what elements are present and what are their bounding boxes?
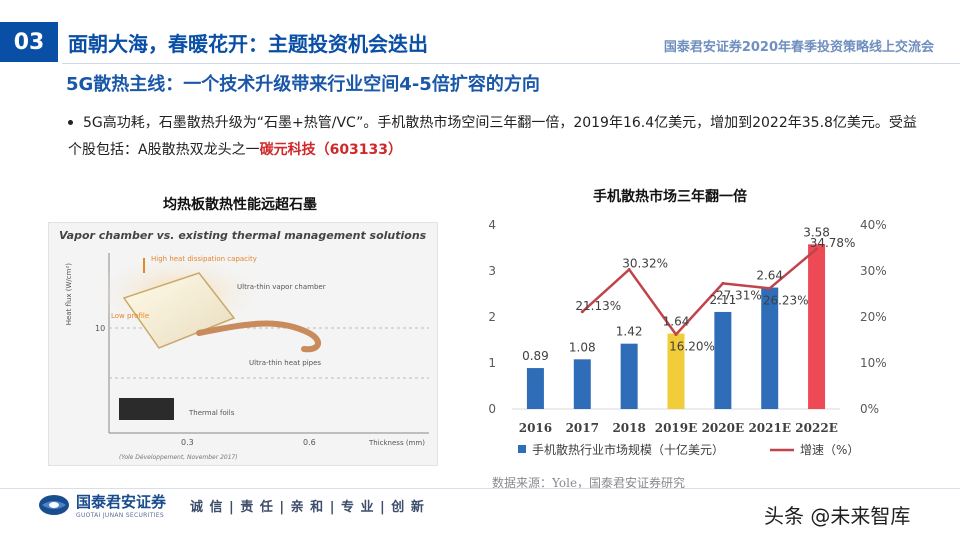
bar-value-label: 1.08 [569,340,596,354]
growth-line-series [580,247,819,336]
x-tick-label: 2016 [519,421,552,435]
y2-tick-label: 10% [860,356,887,370]
growth-rate-line [581,248,818,336]
bar-value-label: 2.64 [756,269,783,283]
vapor-chamber-diagram: Vapor chamber vs. existing thermal manag… [59,229,429,461]
y-tick-label: 3 [488,264,496,278]
x-tick-label: 2022E [795,421,838,435]
chart-legend: 手机散热行业市场规模（十亿美元） 增速（%） [518,442,859,457]
bar-2019E [667,333,685,409]
bar-2021E [761,287,779,409]
y2-tick-label: 30% [860,264,887,278]
slide-subtitle: 5G散热主线：一个技术升级带来行业空间4-5倍扩容的方向 [66,74,540,95]
growth-value-label: 30.32% [622,257,668,271]
bar-2018 [620,343,638,409]
thermal-foils-label: Thermal foils [188,409,235,417]
left-figure-title: 均热板散热性能远超石墨 [163,197,317,213]
growth-point-2021E [768,286,772,290]
growth-point-2018 [627,268,631,272]
bar-value-label: 1.42 [616,325,643,339]
y2-tick-label: 40% [860,218,887,232]
section-number-badge: 03 [0,22,58,62]
logo-chinese-name: 国泰君安证券 [76,493,167,511]
y-tick-label: 1 [488,356,496,370]
growth-point-2020E [721,281,725,285]
bar-series [526,244,826,409]
bar-2020E [714,311,732,409]
y-tick-label: 0 [488,402,496,416]
x-tick-label: 2017 [566,421,599,435]
y-tick-label: 4 [488,218,496,232]
growth-value-label: 27.31% [716,288,762,302]
image-title: Vapor chamber vs. existing thermal manag… [59,229,427,242]
growth-value-label: 34.78% [810,236,856,250]
footer-divider [0,488,960,489]
image-y-tick: 10 [95,324,105,333]
logo-english-name: GUOTAI JUNAN SECURITIES [76,512,164,519]
stock-highlight: 碳元科技（603133） [259,142,403,158]
chart-title: 手机散热市场三年翻一倍 [593,189,747,205]
watermark: 头条 @未来智库 [764,504,911,528]
bar-value-label: 0.89 [522,349,549,363]
event-title: 国泰君安证券2020年春季投资策略线上交流会 [663,40,934,55]
data-labels: 0.89 1.08 1.42 1.64 2.11 2.64 3.58 21.13% 30.32%… [522,225,855,363]
company-slogan: 诚 信 | 责 任 | 亲 和 | 专 业 | 创 新 [190,500,425,515]
growth-value-label: 21.13% [575,299,621,313]
x-tick-label: 2020E [702,421,745,435]
image-x-tick-2: 0.6 [303,438,316,447]
y-tick-label: 2 [488,310,496,324]
growth-value-label: 16.20% [669,339,715,353]
image-y-label: Heat flux (W/cm²) [65,263,73,326]
image-x-label: Thickness (mm) [368,439,425,447]
growth-point-2022E [815,247,819,251]
bullet-text: 5G高功耗，石墨散热升级为“石墨+热管/VC”。手机散热市场空间三年翻一倍，20… [68,115,917,158]
company-logo: 国泰君安证券 GUOTAI JUNAN SECURITIES [38,491,166,519]
bar-2022E [808,244,826,409]
heat-pipe-shape [196,320,321,353]
bar-value-label: 3.58 [803,225,830,239]
data-source: 数据来源：Yole，国泰君安证券研究 [492,476,686,490]
legend-line-label: 增速（%） [800,443,859,457]
bullet-dot-icon [68,119,73,125]
logo-mark-icon [39,495,69,515]
growth-point-2017 [580,310,584,314]
image-credit: (Yole Développement, November 2017) [119,454,238,461]
y2-tick-label: 20% [860,310,887,324]
legend-bar-label: 手机散热行业市场规模（十亿美元） [532,442,724,457]
growth-point-2019E [674,332,678,336]
image-x-tick-1: 0.3 [181,438,194,447]
vapor-chamber-label: Ultra-thin vapor chamber [237,283,326,291]
header-divider [62,63,960,64]
bar-2017 [573,359,591,409]
x-tick-label: 2021E [748,421,791,435]
x-tick-label: 2018 [612,421,645,435]
page-title: 面朝大海，春暖花开：主题投资机会迭出 [68,32,428,56]
bar-value-label: 1.64 [663,315,690,329]
bar-2016 [526,368,544,409]
bar-value-label: 2.11 [709,293,736,307]
growth-value-label: 26.23% [763,293,809,307]
thermal-foil-shape [119,398,174,420]
bullet-paragraph: 5G高功耗，石墨散热升级为“石墨+热管/VC”。手机散热市场空间三年翻一倍，20… [68,110,928,164]
vapor-chamber-plate [122,272,236,349]
low-profile-label: Low profile [111,312,149,320]
x-tick-label: 2019E [655,421,698,435]
y2-tick-label: 0% [860,402,879,416]
heat-pipes-label: Ultra-thin heat pipes [249,359,321,367]
high-heat-label: High heat dissipation capacity [151,255,257,263]
legend-bar-swatch [518,445,526,453]
vapor-chamber-figure: Vapor chamber vs. existing thermal manag… [48,222,438,466]
